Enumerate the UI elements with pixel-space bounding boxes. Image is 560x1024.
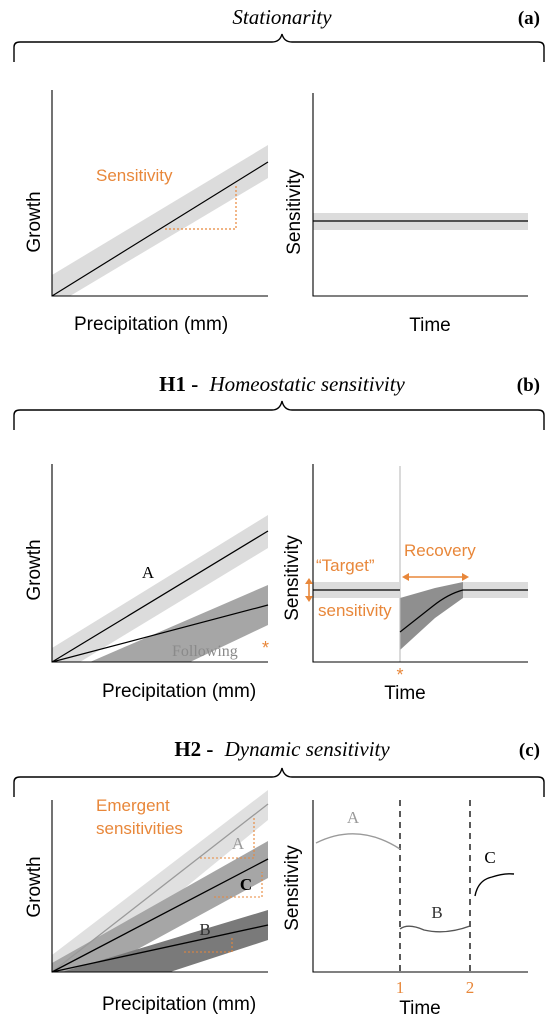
- panel-a-bracket: [13, 33, 545, 62]
- panel-b-left-xlabel: Precipitation (mm): [102, 681, 256, 702]
- panel-a-regression-line: [51, 161, 269, 297]
- panel-c-label-c: C: [240, 875, 252, 894]
- panel-a: Stationarity (a) Sensitivity Growth Prec…: [13, 5, 545, 336]
- panel-c-band-c: [52, 841, 268, 972]
- panel-c-title: H2 - Dynamic sensitivity: [174, 737, 390, 761]
- panel-c-bracket: [13, 767, 545, 797]
- panel-b-left-ylabel: Growth: [24, 539, 45, 600]
- panel-c-break-label-1: 1: [396, 978, 405, 997]
- panel-a-right-plot: Sensitivity Time: [284, 93, 528, 336]
- panel-a-title: Stationarity: [232, 5, 332, 29]
- panel-b-target-label-2: sensitivity: [318, 601, 392, 620]
- panel-c-slope-marker-b: [184, 936, 233, 953]
- panel-b-band-a: [52, 515, 268, 662]
- panel-b-right-star: *: [396, 665, 403, 685]
- panel-b-right-axes: [312, 464, 528, 663]
- panel-b: H1 - Homeostatic sensitivity (b) A Follo…: [13, 372, 545, 704]
- panel-a-left-xlabel: Precipitation (mm): [74, 314, 228, 335]
- panel-a-right-ylabel: Sensitivity: [284, 169, 305, 255]
- panel-c-right-label-b: B: [431, 903, 442, 922]
- panel-b-title: H1 - Homeostatic sensitivity: [159, 372, 405, 396]
- panel-a-right-xlabel: Time: [409, 315, 451, 336]
- panel-a-sensitivity-label: Sensitivity: [96, 166, 173, 185]
- panel-b-recovery-arrow-head-right: [462, 573, 469, 581]
- panel-c-title-bold: H2 -: [174, 737, 213, 761]
- panel-c-band-b: [62, 910, 268, 972]
- panel-c-line-b: [51, 924, 269, 973]
- panel-c-right-label-a: A: [347, 808, 360, 827]
- panel-c-right-label-c: C: [484, 848, 495, 867]
- panel-c: H2 - Dynamic sensitivity (c) Emergent se…: [13, 737, 545, 1019]
- panel-b-title-italic: Homeostatic sensitivity: [208, 372, 405, 396]
- panel-b-band-following: [90, 585, 268, 662]
- panel-c-slope-marker-a: [200, 816, 255, 859]
- panel-b-tag: (b): [517, 375, 540, 396]
- panel-b-right-xlabel: Time: [384, 683, 426, 704]
- panel-b-recovery-line: [399, 589, 528, 633]
- panel-c-left-plot: Emergent sensitivities A C B Growth Prec…: [24, 790, 269, 1015]
- panel-c-left-axes: [51, 800, 268, 973]
- panel-b-label-following: Following: [172, 643, 238, 660]
- panel-b-label-a: A: [142, 563, 155, 582]
- panel-c-label-b: B: [199, 920, 210, 939]
- panel-c-title-italic: Dynamic sensitivity: [224, 737, 391, 761]
- panel-b-line-a: [51, 530, 269, 663]
- panel-b-right-ylabel: Sensitivity: [282, 535, 303, 621]
- panel-c-emergent-label-2: sensitivities: [96, 819, 183, 838]
- panel-c-slope-marker-c: [214, 872, 263, 898]
- panel-c-curve-b: [399, 925, 471, 933]
- panel-b-bracket: [13, 400, 545, 430]
- panel-b-title-bold: H1 -: [159, 372, 198, 396]
- panel-b-left-plot: A Following * Growth Precipitation (mm): [24, 464, 269, 702]
- panel-c-curve-a: [315, 833, 401, 850]
- panel-b-line-following: [51, 604, 269, 663]
- panel-c-break-label-2: 2: [466, 978, 475, 997]
- panel-b-left-star: *: [262, 638, 269, 658]
- panel-a-left-axes: [51, 90, 268, 297]
- panel-b-target-label: “Target”: [316, 556, 375, 575]
- panel-b-right-plot: “Target” sensitivity Recovery * Sensitiv…: [282, 464, 528, 704]
- panel-c-tag: (c): [519, 740, 540, 761]
- panel-b-recovery-label: Recovery: [404, 541, 476, 560]
- panel-c-label-a: A: [232, 834, 245, 853]
- panel-c-left-ylabel: Growth: [24, 856, 45, 917]
- panel-a-right-axes: [312, 93, 528, 297]
- panel-a-ci-band: [52, 145, 268, 296]
- panel-b-recovery-arrow-head-left: [402, 573, 409, 581]
- panel-b-recovery-band: [400, 582, 463, 650]
- panel-b-target-arrow-head-top: [305, 578, 313, 584]
- panel-a-left-ylabel: Growth: [24, 191, 45, 252]
- panel-b-target-arrow-head-bottom: [305, 596, 313, 602]
- panel-b-left-axes: [51, 464, 268, 663]
- panel-c-right-plot: A B C 1 2 Sensitivity Time: [282, 800, 528, 1019]
- panel-a-tag: (a): [518, 8, 540, 29]
- panel-c-right-xlabel: Time: [399, 998, 441, 1019]
- panel-c-line-c: [51, 858, 269, 973]
- panel-a-left-plot: Sensitivity Growth Precipitation (mm): [24, 90, 269, 335]
- panel-c-emergent-label-1: Emergent: [96, 796, 170, 815]
- panel-c-curve-c: [474, 873, 515, 897]
- panel-c-right-axes: [312, 800, 528, 973]
- panel-a-slope-marker: [165, 184, 237, 230]
- panel-c-line-a: [51, 803, 269, 973]
- panel-c-band-a: [52, 790, 268, 972]
- panel-c-left-xlabel: Precipitation (mm): [102, 994, 256, 1015]
- panel-c-right-ylabel: Sensitivity: [282, 845, 303, 931]
